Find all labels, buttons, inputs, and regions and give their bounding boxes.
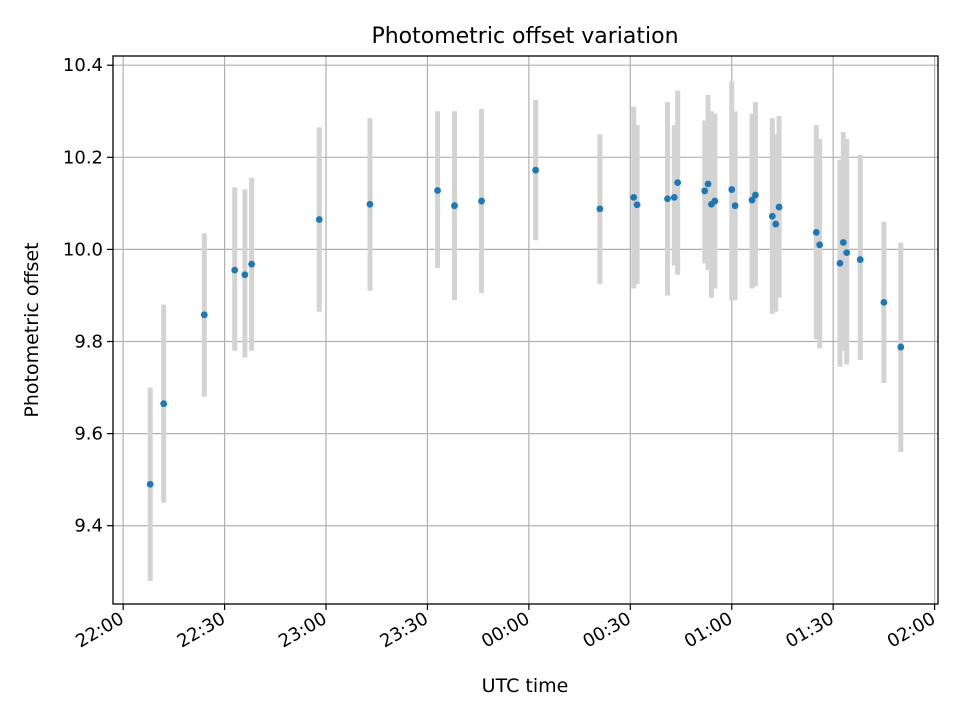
data-point [748,196,756,204]
y-tick-label: 10.4 [63,55,103,76]
data-point [836,259,844,267]
data-point [532,166,540,174]
data-point [366,200,374,208]
data-point [146,480,154,488]
data-point [200,311,208,319]
y-tick-label: 10.0 [63,239,103,260]
point-layer [146,166,905,488]
plot-frame [112,55,939,605]
y-axis-label: Photometric offset [21,242,43,417]
x-axis-label: UTC time [482,675,569,697]
data-point [596,205,604,213]
data-point [451,202,458,210]
x-tick-label: 22:00 [72,608,127,652]
data-point [241,271,249,279]
data-point [728,186,736,193]
data-point [674,179,682,187]
x-tick-label: 00:00 [478,608,533,652]
tick-layer: 22:00 22:30 23:00 23:30 00:00 00:30 01:00 01:30… [63,55,939,652]
data-point [843,249,851,257]
data-point [772,220,780,228]
data-point [315,216,323,223]
y-tick-label: 9.6 [74,424,103,445]
data-point [775,203,783,211]
data-point [630,193,638,201]
data-point [880,298,888,306]
x-tick-label: 23:00 [275,608,330,652]
x-tick-label: 01:30 [782,608,837,652]
data-point [633,201,641,209]
data-point [160,400,168,408]
data-point [434,187,441,194]
x-tick-label: 02:00 [884,608,939,652]
y-tick-label: 9.4 [74,516,103,537]
data-point [701,187,709,195]
data-point [664,195,671,203]
data-point [752,191,759,199]
data-point [812,228,820,236]
data-point [231,266,239,274]
data-point [768,212,776,220]
y-tick-label: 10.2 [63,147,103,168]
data-point [816,241,824,249]
errorbar-layer [147,81,904,581]
x-tick-label: 00:30 [579,608,634,652]
data-point [856,256,864,263]
data-point [670,193,678,201]
x-tick-label: 23:30 [377,608,432,652]
data-point [478,197,485,205]
x-tick-label: 01:00 [681,608,736,652]
data-point [248,260,256,268]
data-point [839,239,847,246]
y-tick-label: 9.8 [74,332,103,353]
data-point [897,343,905,351]
x-tick-label: 22:30 [174,608,229,652]
data-point [704,180,712,188]
chart-title: Photometric offset variation [371,24,678,49]
data-point [731,202,739,210]
data-point [711,197,719,205]
